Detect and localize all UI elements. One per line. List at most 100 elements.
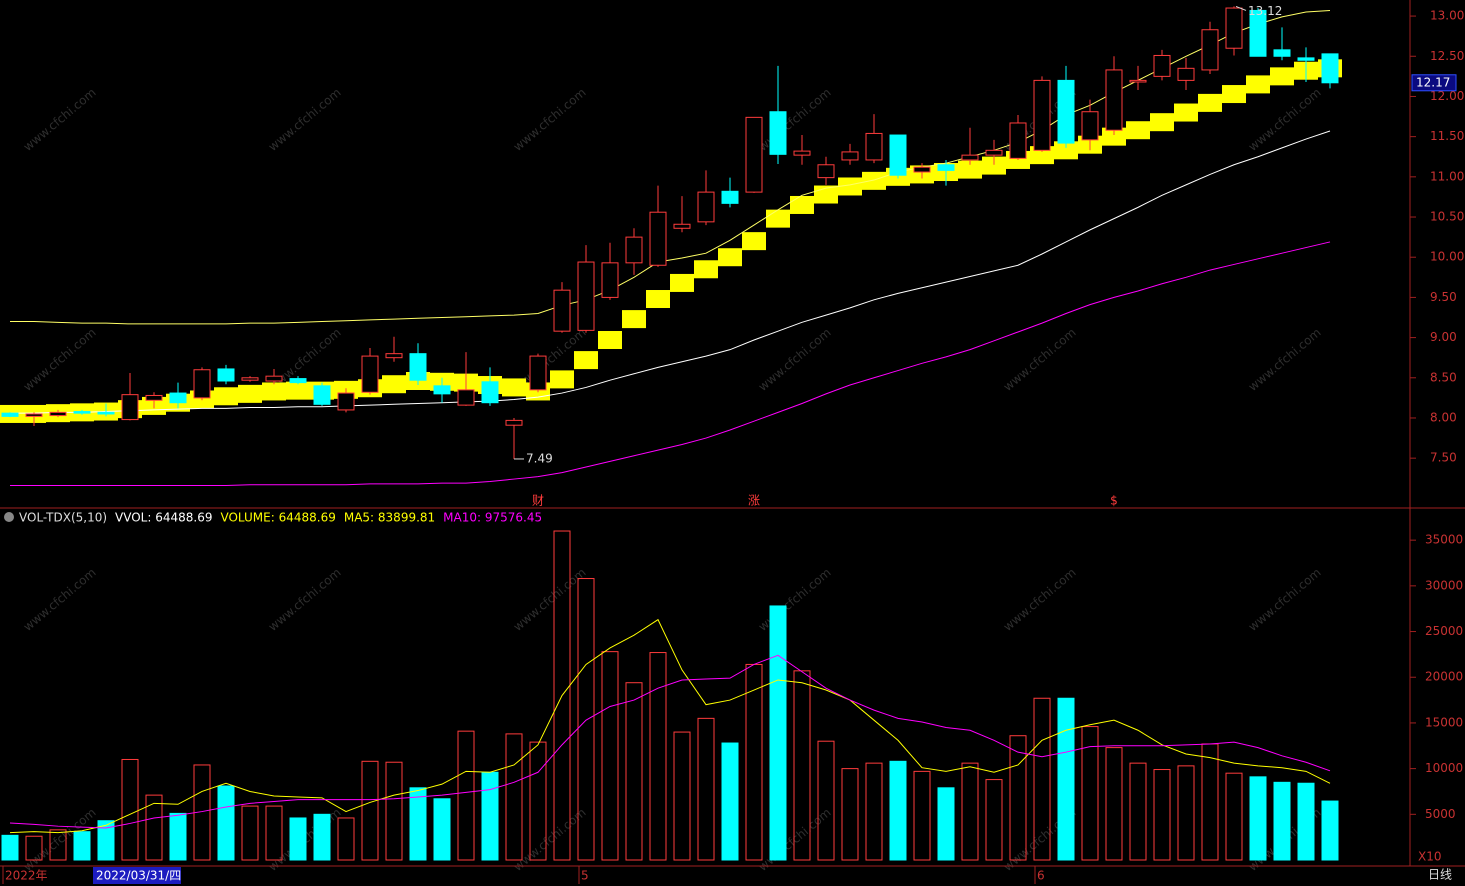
volume-bar bbox=[577, 578, 595, 861]
candle-body bbox=[553, 289, 571, 332]
watermark: www.cfchi.com bbox=[756, 565, 834, 634]
volume-bar bbox=[97, 820, 115, 861]
candle-body bbox=[889, 134, 907, 176]
volume-bar bbox=[409, 787, 427, 861]
y-tick-label: 9.00 bbox=[1430, 330, 1457, 344]
volume-bar bbox=[673, 731, 691, 861]
volume-bar bbox=[769, 605, 787, 861]
ladder-step bbox=[214, 387, 238, 406]
candle-body bbox=[961, 154, 979, 161]
candle-body bbox=[649, 211, 667, 266]
candle-body bbox=[457, 389, 475, 406]
volume-bar bbox=[169, 812, 187, 861]
period[interactable]: 日线 bbox=[1428, 868, 1452, 882]
candle-body bbox=[1129, 79, 1147, 83]
candle-body bbox=[913, 166, 931, 173]
volume-bar bbox=[529, 741, 547, 861]
event-marker: 财 bbox=[532, 494, 544, 508]
volume-bar bbox=[793, 670, 811, 861]
candle-body bbox=[121, 394, 139, 421]
volume-bar bbox=[73, 831, 91, 861]
candle-body bbox=[793, 150, 811, 156]
annotation-arrow bbox=[1235, 5, 1247, 11]
x-tick-label: 2022年 bbox=[5, 869, 48, 883]
watermark: www.cfchi.com bbox=[756, 325, 834, 394]
readout: VVOL: 64488.69 bbox=[115, 511, 212, 525]
volume-bar bbox=[865, 762, 883, 861]
ladder-step bbox=[382, 375, 406, 394]
readout: MA10: 97576.45 bbox=[443, 511, 542, 525]
volume-bar bbox=[1225, 772, 1243, 861]
candle-body bbox=[385, 353, 403, 359]
volume-bar bbox=[1201, 743, 1219, 861]
event-marker: 涨 bbox=[748, 493, 760, 508]
candle-body bbox=[289, 378, 307, 384]
y-tick-label: 30000 bbox=[1425, 578, 1463, 592]
candle-body bbox=[241, 377, 259, 381]
ladder-step bbox=[262, 382, 286, 401]
volume-ma-line bbox=[9, 654, 1331, 829]
watermark: www.cfchi.com bbox=[756, 85, 834, 154]
y-tick-label: 7.50 bbox=[1430, 451, 1457, 465]
ladder-step bbox=[1198, 93, 1222, 112]
watermark: www.cfchi.com bbox=[511, 565, 589, 634]
candle-body bbox=[145, 394, 163, 401]
ladder-step bbox=[1174, 103, 1198, 122]
volume-bar bbox=[649, 652, 667, 861]
candle-body bbox=[625, 236, 643, 264]
candle-body bbox=[1297, 57, 1315, 61]
ladder-step bbox=[862, 171, 886, 190]
readout: VOLUME: 64488.69 bbox=[220, 511, 335, 525]
candle-body bbox=[25, 413, 43, 417]
ladder-step bbox=[766, 209, 790, 228]
ladder-step bbox=[694, 260, 718, 279]
candle-body bbox=[409, 353, 427, 381]
y-tick-label: 10.50 bbox=[1430, 210, 1464, 224]
watermark: www.cfchi.com bbox=[1246, 565, 1324, 634]
volume-bar bbox=[1273, 781, 1291, 861]
indicator-icon[interactable] bbox=[4, 512, 14, 522]
candle-body bbox=[577, 261, 595, 331]
ladder-step bbox=[670, 273, 694, 292]
volume-bar bbox=[721, 742, 739, 861]
candle-body bbox=[97, 411, 115, 415]
volume-bar bbox=[985, 779, 1003, 861]
candle-body bbox=[1321, 53, 1339, 84]
ladder-step bbox=[238, 384, 262, 403]
ladder-step bbox=[1246, 75, 1270, 94]
overlay-line bbox=[10, 241, 1331, 486]
high-annotation: 13.12 bbox=[1248, 4, 1282, 18]
last-price-box bbox=[1411, 74, 1457, 92]
volume-bar bbox=[1057, 697, 1075, 861]
volume-bar bbox=[241, 805, 259, 861]
volume-bar bbox=[817, 740, 835, 861]
candle-body bbox=[1225, 7, 1243, 49]
candle-body bbox=[1153, 54, 1171, 77]
ladder-step bbox=[1126, 121, 1150, 140]
volume-bar bbox=[481, 771, 499, 861]
y-tick-label: 8.00 bbox=[1430, 410, 1457, 424]
candle-body bbox=[529, 355, 547, 391]
volume-bar bbox=[217, 785, 235, 861]
ladder-step bbox=[742, 232, 766, 251]
candle-body bbox=[337, 392, 355, 411]
volume-bar bbox=[1297, 782, 1315, 861]
y-tick-label: 13.00 bbox=[1430, 9, 1464, 23]
y-tick-label: 9.50 bbox=[1430, 290, 1457, 304]
volume-bar bbox=[265, 805, 283, 861]
x-tick-label: 6 bbox=[1037, 869, 1045, 883]
y-tick-label: 25000 bbox=[1425, 624, 1463, 638]
volume-bar bbox=[841, 768, 859, 861]
candle-body bbox=[169, 392, 187, 404]
candle-body bbox=[1177, 67, 1195, 81]
watermark: www.cfchi.com bbox=[21, 325, 99, 394]
candle-body bbox=[601, 262, 619, 298]
candle-body bbox=[1057, 79, 1075, 144]
candle-body bbox=[865, 132, 883, 161]
candle-body bbox=[1009, 122, 1027, 159]
event-marker: $ bbox=[1110, 494, 1118, 508]
candle-body bbox=[745, 116, 763, 193]
candle-body bbox=[217, 368, 235, 382]
